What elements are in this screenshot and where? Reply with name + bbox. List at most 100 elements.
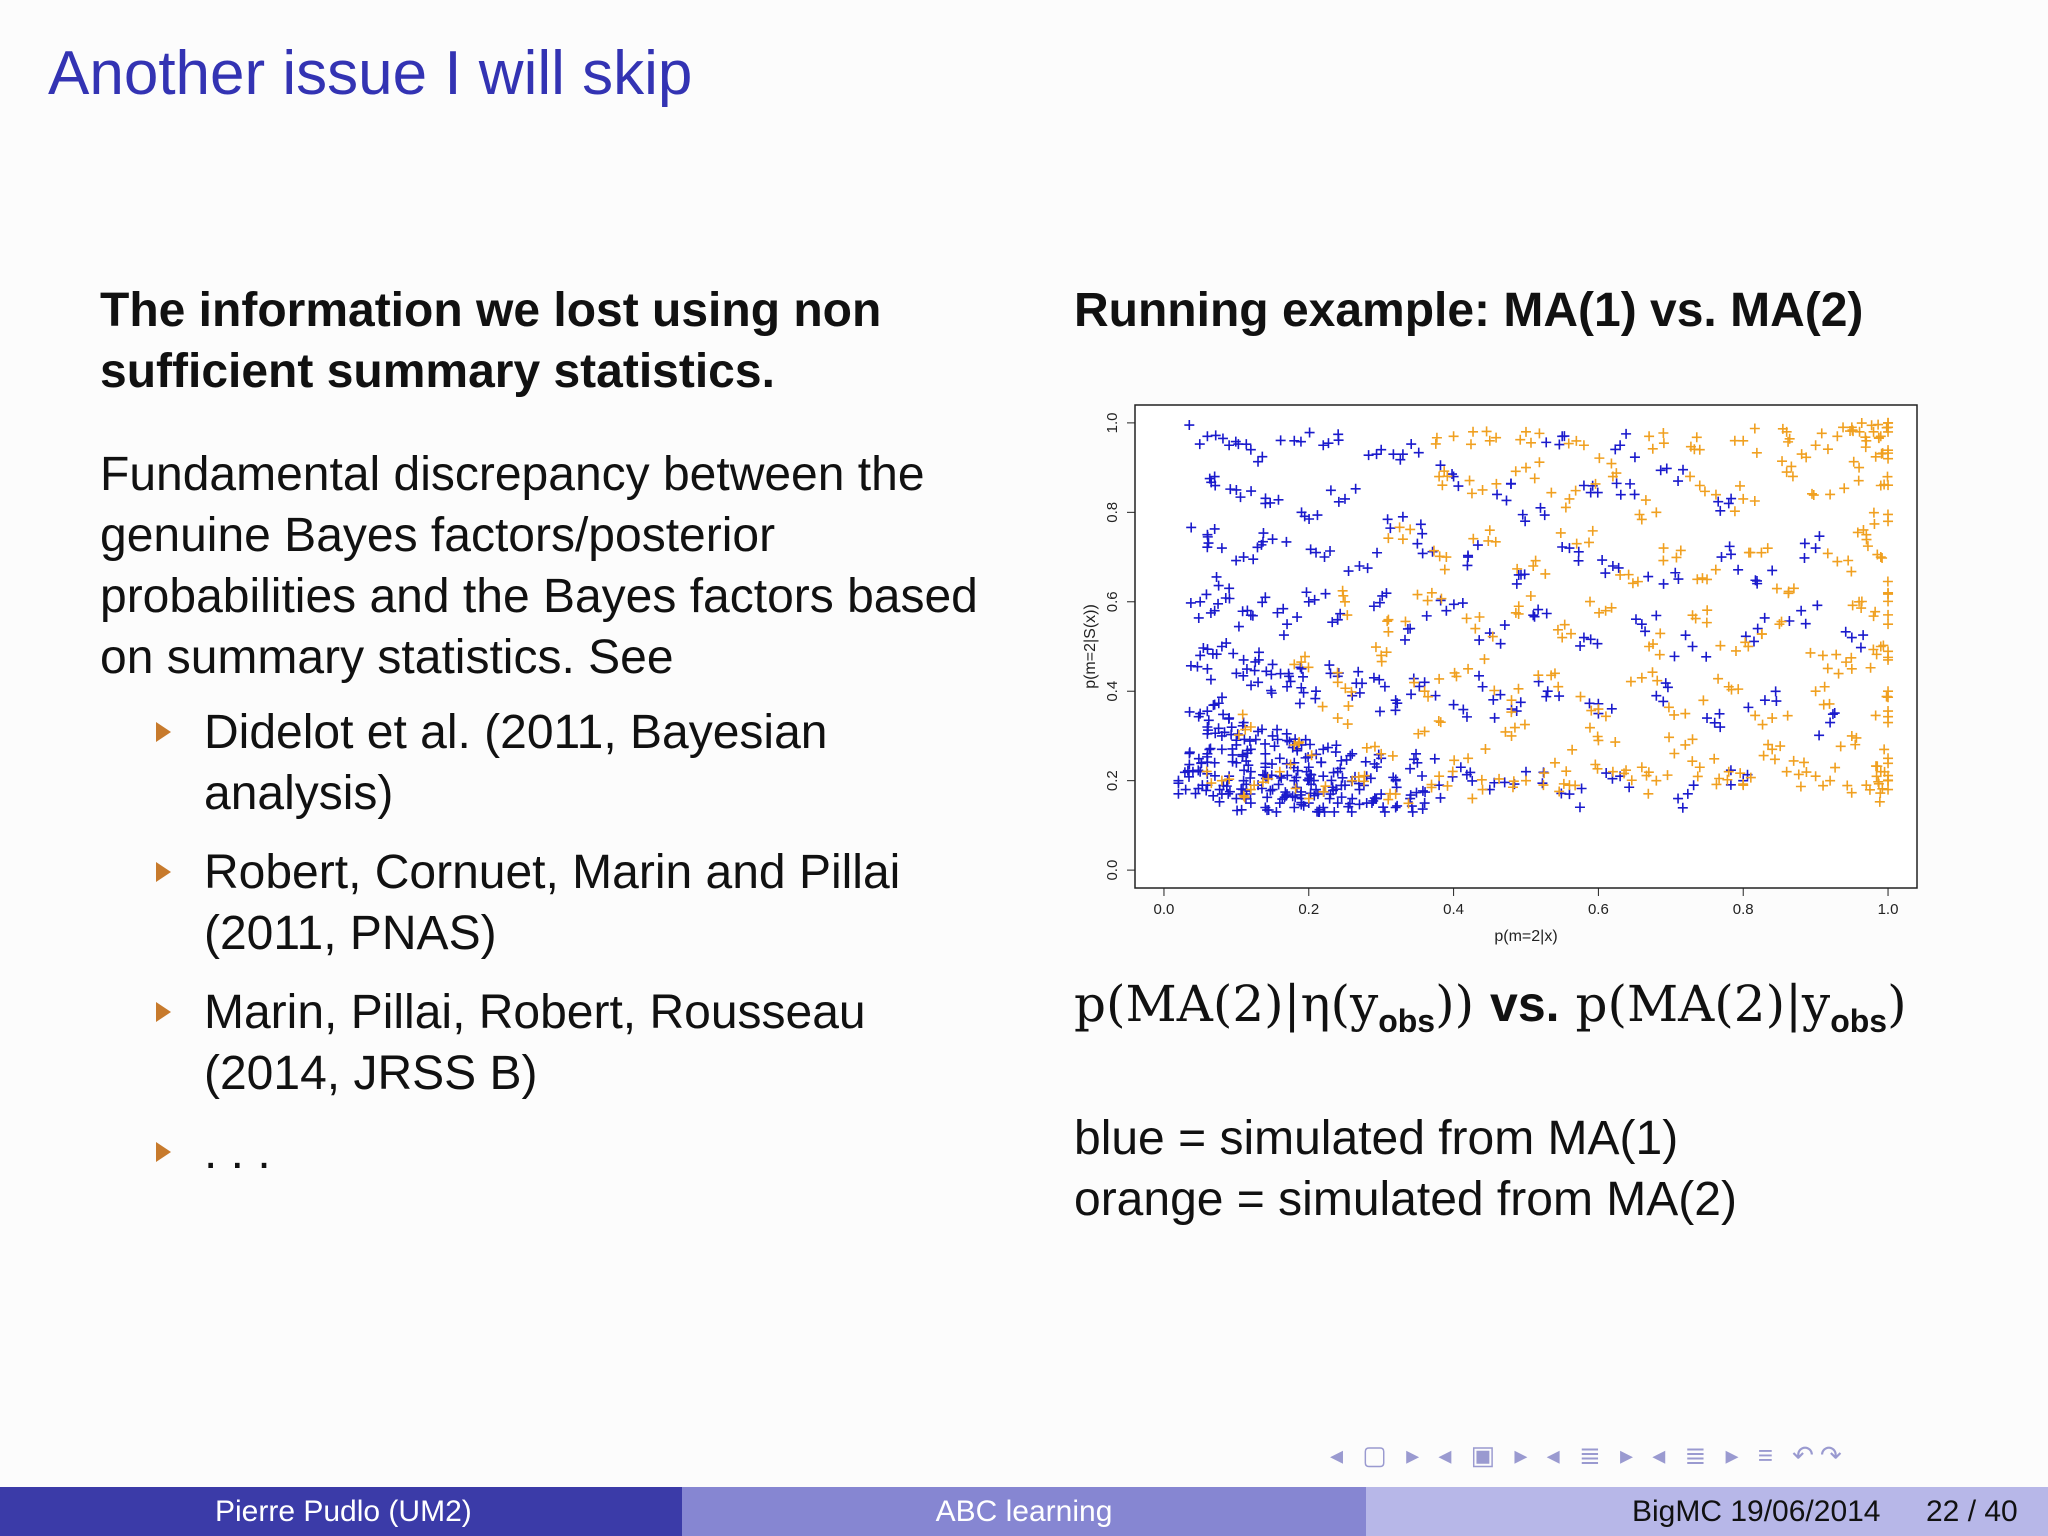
scatter-point-ma2 [1875, 766, 1886, 777]
scatter-point-ma1 [1606, 703, 1617, 714]
scatter-point-ma2 [1730, 645, 1741, 656]
scatter-point-ma1 [1752, 578, 1763, 589]
scatter-point-ma1 [1205, 674, 1216, 685]
scatter-point-ma1 [1533, 604, 1544, 615]
scatter-point-ma1 [1309, 790, 1320, 801]
scatter-point-ma2 [1521, 775, 1531, 786]
scatter-point-ma2 [1461, 613, 1472, 624]
scatter-point-ma1 [1304, 773, 1315, 784]
scatter-point-ma1 [1289, 802, 1300, 813]
scatter-point-ma2 [1756, 547, 1767, 558]
scatter-point-ma1 [1230, 436, 1241, 447]
scatter-point-ma2 [1249, 780, 1260, 791]
scatter-point-ma2 [1625, 676, 1636, 687]
y-tick-label: 0.2 [1104, 770, 1121, 791]
scatter-point-ma2 [1317, 701, 1328, 712]
scatter-point-ma1 [1271, 806, 1282, 817]
scatter-point-ma1 [1600, 568, 1611, 579]
scatter-point-ma2 [1738, 493, 1749, 504]
scatter-point-ma2 [1783, 586, 1794, 597]
scatter-point-ma2 [1606, 602, 1617, 613]
scatter-point-ma2 [1805, 647, 1816, 658]
scatter-point-ma2 [1750, 710, 1761, 721]
scatter-point-ma2 [1641, 770, 1652, 781]
scatter-point-ma1 [1542, 686, 1553, 697]
scatter-point-ma1 [1660, 678, 1671, 689]
scatter-point-ma1 [1224, 786, 1235, 797]
left-column: The information we lost using non suffic… [100, 280, 1000, 1201]
scatter-point-ma2 [1877, 783, 1888, 794]
scatter-point-ma2 [1699, 486, 1710, 497]
scatter-point-ma1 [1662, 682, 1673, 693]
scatter-point-ma2 [1611, 468, 1622, 479]
scatter-point-ma1 [1308, 775, 1319, 786]
scatter-point-ma1 [1455, 762, 1466, 773]
scatter-point-ma2 [1714, 773, 1725, 784]
scatter-point-ma1 [1231, 668, 1242, 679]
scatter-point-ma2 [1274, 766, 1285, 777]
scatter-point-ma1 [1294, 698, 1305, 709]
scatter-point-ma1 [1301, 587, 1312, 598]
y-tick-label: 0.4 [1104, 681, 1121, 702]
scatter-point-ma1 [1192, 661, 1203, 672]
scatter-point-ma2 [1626, 775, 1637, 786]
scatter-point-ma1 [1677, 802, 1688, 813]
scatter-point-ma2 [1546, 487, 1557, 498]
scatter-point-ma1 [1541, 437, 1552, 448]
scatter-point-ma2 [1777, 423, 1788, 434]
scatter-point-ma2 [1442, 780, 1453, 791]
scatter-point-ma1 [1688, 780, 1699, 791]
x-tick-label: 0.6 [1588, 901, 1609, 918]
scatter-point-ma2 [1607, 766, 1618, 777]
scatter-point-ma2 [1883, 589, 1894, 600]
scatter-point-ma2 [1290, 783, 1301, 794]
scatter-point-ma2 [1564, 493, 1575, 504]
scatter-point-ma1 [1511, 578, 1522, 589]
scatter-point-ma1 [1246, 486, 1257, 497]
scatter-point-ma1 [1402, 623, 1413, 634]
scatter-point-ma2 [1484, 435, 1495, 446]
triangle-bullet-icon [156, 722, 171, 742]
scatter-point-ma2 [1479, 654, 1490, 665]
scatter-point-ma2 [1346, 686, 1357, 697]
scatter-point-ma1 [1223, 713, 1234, 724]
beamer-navigation[interactable]: ◂ ▢ ▸ ◂ ▣ ▸ ◂ ≣ ▸ ◂ ≣ ▸ ≡ ↶↷ [1330, 1440, 1848, 1470]
scatter-point-ma1 [1392, 698, 1403, 709]
scatter-point-ma1 [1253, 456, 1264, 467]
scatter-point-ma1 [1673, 476, 1684, 487]
scatter-point-ma2 [1634, 509, 1645, 520]
scatter-point-ma1 [1376, 444, 1387, 455]
scatter-point-ma1 [1354, 784, 1365, 795]
scatter-point-ma1 [1201, 785, 1212, 796]
scatter-point-ma2 [1702, 605, 1713, 616]
scatter-point-ma2 [1383, 614, 1394, 625]
scatter-point-ma1 [1272, 607, 1283, 618]
scatter-point-ma2 [1874, 796, 1885, 807]
scatter-point-ma1 [1406, 439, 1417, 450]
scatter-point-ma1 [1725, 549, 1736, 560]
scatter-point-ma1 [1640, 626, 1651, 637]
scatter-point-ma2 [1560, 502, 1571, 513]
scatter-point-ma2 [1822, 444, 1833, 455]
scatter-point-ma1 [1283, 668, 1294, 679]
scatter-point-ma2 [1687, 734, 1698, 745]
y-tick-label: 0.8 [1104, 502, 1121, 523]
scatter-point-ma1 [1858, 630, 1869, 641]
scatter-point-ma1 [1336, 792, 1347, 803]
scatter-point-ma1 [1624, 782, 1635, 793]
scatter-point-ma2 [1843, 555, 1854, 566]
scatter-point-ma1 [1814, 730, 1825, 741]
scatter-point-ma1 [1326, 775, 1337, 786]
scatter-point-ma2 [1798, 757, 1809, 768]
scatter-point-ma1 [1291, 772, 1302, 783]
scatter-point-ma2 [1436, 593, 1447, 604]
scatter-point-ma2 [1864, 784, 1875, 795]
scatter-point-ma1 [1489, 712, 1500, 723]
scatter-point-ma2 [1822, 548, 1833, 559]
scatter-point-ma2 [1878, 640, 1889, 651]
scatter-point-ma1 [1658, 696, 1669, 707]
scatter-point-ma1 [1601, 768, 1612, 779]
scatter-point-ma1 [1472, 540, 1483, 551]
scatter-point-ma2 [1858, 524, 1869, 535]
scatter-point-ma2 [1776, 616, 1787, 627]
